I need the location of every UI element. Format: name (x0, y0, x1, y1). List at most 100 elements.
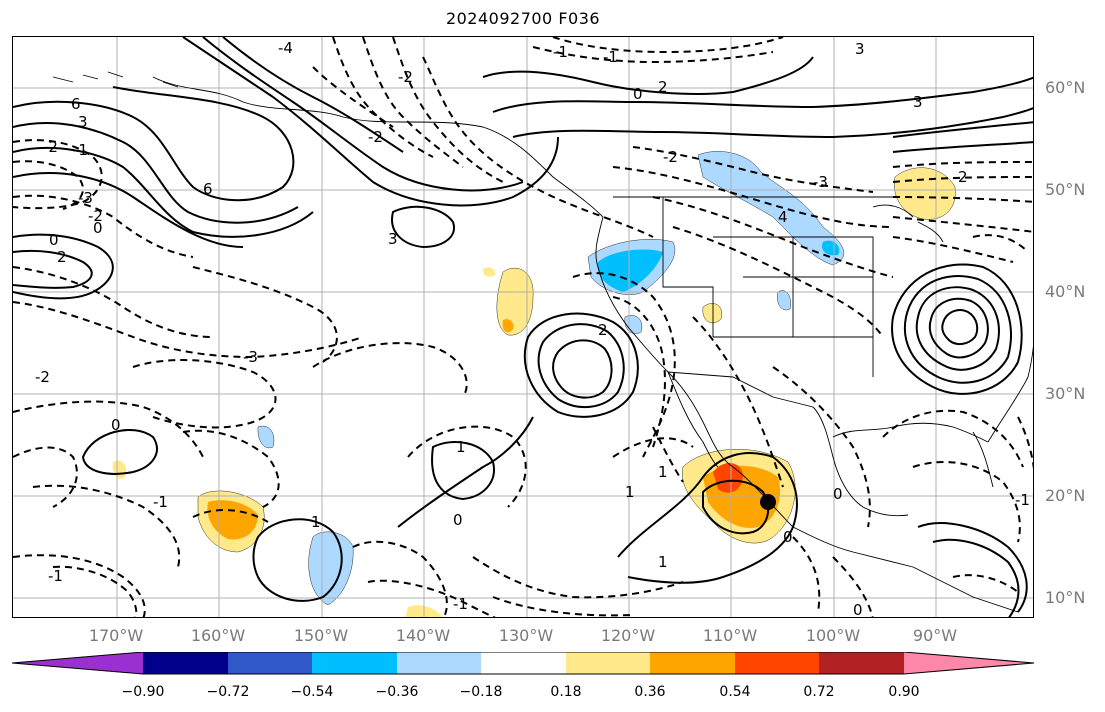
cool-anomaly-plains-core (822, 240, 840, 256)
colorbar-tick: 0.54 (719, 684, 751, 700)
colorbar-tick: 0.72 (803, 684, 835, 700)
mexico-pacific-coast (732, 466, 914, 568)
central-america (912, 566, 1019, 613)
colorbar-bin (481, 652, 566, 674)
contour-label: 6 (203, 180, 213, 198)
contour-label: -2 (35, 368, 50, 386)
state-border-2 (713, 236, 794, 338)
florida (972, 431, 994, 488)
contour-label: -3 (243, 348, 258, 366)
contour-label: -2 (43, 138, 58, 156)
colorbar-tick: −0.36 (375, 684, 419, 700)
contour-label: 1 (658, 553, 668, 571)
cool-anomaly-small-3 (777, 290, 791, 311)
contour-label: 1 (456, 438, 466, 456)
contour-label: 0 (93, 219, 103, 237)
contour-label: -1 (48, 567, 63, 585)
cool-anomaly-northern-plains (697, 151, 844, 266)
contour-label: 0 (783, 528, 793, 546)
colorbar-bin (397, 652, 481, 674)
colorbar (12, 652, 1035, 675)
lat-label-60n: 60°N (1045, 78, 1086, 97)
colorbar-low-extension (12, 652, 143, 674)
colorbar-tick: −0.18 (459, 684, 503, 700)
lon-label-160w: 160°W (190, 626, 246, 645)
colorbar-bin (228, 652, 312, 674)
contour-label: -4 (278, 39, 293, 57)
baja-california (667, 371, 719, 468)
warm-anomaly-small-1 (702, 303, 722, 323)
colorbar-bin (566, 652, 650, 674)
contour-label: 3 (388, 230, 398, 248)
colorbar-tick: 0.90 (888, 684, 920, 700)
contour-label: 2 (658, 78, 668, 96)
state-border-3 (793, 236, 874, 337)
warm-anomaly-small-2 (112, 460, 127, 479)
contour-label: 3 (855, 40, 865, 58)
location-marker (760, 494, 776, 510)
contour-label: 0 (453, 511, 463, 529)
us-mexico-border (667, 371, 814, 408)
contour-label: 0 (853, 601, 863, 618)
warm-anomaly-central-pacific (496, 267, 534, 336)
contour-label: -1 (73, 141, 88, 159)
colorbar-outline (12, 652, 1035, 675)
lon-label-120w: 120°W (600, 626, 656, 645)
warm-anomaly-mexico-peak (713, 462, 743, 493)
atlantic-coast (987, 346, 1033, 443)
contour-label: -1 (453, 595, 468, 613)
shaded-anomalies (112, 151, 956, 617)
contour-label: 6 (71, 95, 81, 113)
contour-label: 2 (57, 248, 67, 266)
colorbar-tick: 0.18 (550, 684, 582, 700)
contour-label: -1 (1015, 491, 1030, 509)
contour-label: -3 (813, 173, 828, 191)
warm-anomaly-central-pacific-core (502, 319, 514, 333)
contour-label: 3 (913, 93, 923, 111)
contour-label: -2 (88, 207, 103, 225)
contour-label: 1 (625, 483, 635, 501)
west-coast (595, 216, 734, 468)
contour-label: 4 (778, 208, 788, 226)
aleutian-islands (52, 71, 179, 88)
contour-label: -2 (398, 68, 413, 86)
warm-anomaly-small-4 (482, 267, 496, 277)
solid-contours (13, 37, 1033, 617)
cool-anomaly-small-2 (257, 425, 275, 449)
lon-label-110w: 110°W (702, 626, 758, 645)
colorbar-high-extension (904, 652, 1034, 674)
contour-label: 3 (78, 113, 88, 131)
lon-label-170w: 170°W (88, 626, 144, 645)
lat-label-50n: 50°N (1045, 180, 1086, 199)
alaska-coast (152, 76, 604, 218)
lon-label-90w: 90°W (912, 626, 958, 645)
contour-label: -1 (553, 43, 568, 61)
lat-label-40n: 40°N (1045, 282, 1086, 301)
contour-label: 2 (598, 321, 608, 339)
contour-label: 0 (633, 85, 643, 103)
great-lakes (872, 204, 944, 243)
lon-label-130w: 130°W (498, 626, 554, 645)
cool-anomaly-west-coast-core (597, 249, 663, 292)
contour-label: 0 (111, 416, 121, 434)
contour-label: -1 (603, 48, 618, 66)
colorbar-tick: −0.54 (290, 684, 334, 700)
map-plot: 6 6 3 0 2 -1 -2 3 -3 -2 0 1 -1 0 2 -2 -1… (13, 37, 1033, 618)
cool-anomaly-small-1 (624, 315, 643, 334)
colorbar-bin (143, 652, 228, 674)
colorbar-bin (819, 652, 904, 674)
gulf-coast (832, 422, 989, 443)
contour-label: -1 (153, 493, 168, 511)
contour-label: 0 (49, 231, 59, 249)
state-border-1 (662, 197, 714, 337)
contour-label: -2 (663, 148, 678, 166)
dashed-contours (13, 37, 1033, 617)
colorbar-bin (735, 652, 819, 674)
colorbar-tick: −0.72 (206, 684, 250, 700)
colorbar-bin (650, 652, 735, 674)
contour-label: 0 (833, 485, 843, 503)
lat-label-20n: 20°N (1045, 486, 1086, 505)
warm-anomaly-east (894, 167, 956, 220)
contour-label: 1 (658, 463, 668, 481)
lat-label-10n: 10°N (1045, 588, 1086, 607)
